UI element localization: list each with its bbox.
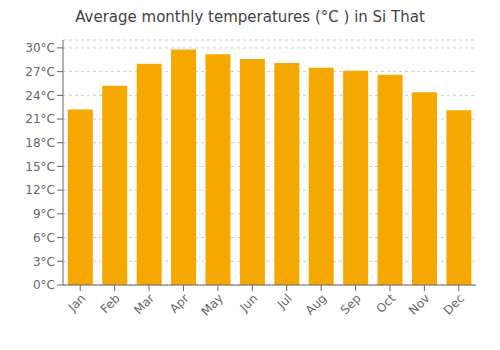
- svg-text:Jul: Jul: [274, 291, 295, 312]
- svg-text:Oct: Oct: [374, 291, 399, 316]
- svg-text:18°C: 18°C: [25, 136, 55, 150]
- svg-text:May: May: [199, 291, 226, 318]
- svg-text:0°C: 0°C: [33, 278, 55, 292]
- svg-text:Jun: Jun: [237, 291, 261, 315]
- svg-text:Aug: Aug: [303, 291, 329, 317]
- svg-text:Jan: Jan: [65, 291, 89, 315]
- svg-text:Sep: Sep: [338, 291, 364, 317]
- svg-text:30°C: 30°C: [25, 41, 55, 55]
- svg-text:Dec: Dec: [441, 291, 467, 317]
- svg-text:27°C: 27°C: [25, 65, 55, 79]
- svg-text:9°C: 9°C: [33, 207, 55, 221]
- svg-text:24°C: 24°C: [25, 89, 55, 103]
- svg-text:Apr: Apr: [167, 291, 192, 316]
- svg-text:Feb: Feb: [98, 291, 123, 316]
- html-text:Average monthly temperatures (: Average monthly temperatures (°C ) in Si…: [75, 8, 425, 26]
- svg-text:Nov: Nov: [406, 291, 432, 317]
- svg-text:12°C: 12°C: [25, 183, 55, 197]
- svg-text:15°C: 15°C: [25, 160, 55, 174]
- svg-text:Mar: Mar: [131, 291, 157, 317]
- svg-text:21°C: 21°C: [25, 112, 55, 126]
- svg-text:6°C: 6°C: [33, 231, 55, 245]
- svg-text:3°C: 3°C: [33, 255, 55, 269]
